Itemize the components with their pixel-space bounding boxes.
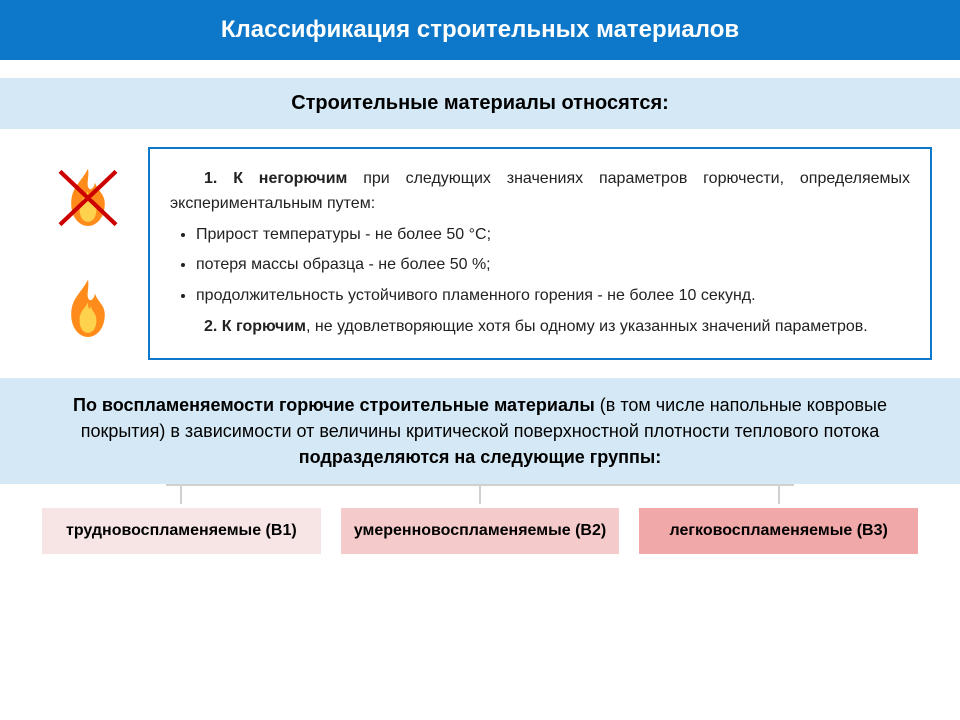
bullet-item: Прирост температуры - не более 50 °C; (196, 223, 910, 248)
sub-header-text: Строительные материалы относятся: (291, 92, 669, 114)
fire-crossed-icon (53, 163, 123, 233)
page-title-bar: Классификация строительных материалов (0, 0, 960, 60)
icon-column (28, 147, 148, 360)
section-band: По воспламеняемости горючие строительные… (0, 378, 960, 484)
group-label: трудновоспламеняемые (В1) (66, 522, 297, 539)
def-line-2: 2. К горючим, не удовлетворяющие хотя бы… (170, 315, 910, 340)
band-bold-1: По воспламеняемости горючие строительные… (73, 395, 595, 415)
group-b2: умеренновоспламеняемые (В2) (341, 508, 620, 554)
group-b1: трудновоспламеняемые (В1) (42, 508, 321, 554)
sub-header: Строительные материалы относятся: (0, 78, 960, 129)
def2-rest: , не удовлетворяющие хотя бы одному из у… (306, 318, 868, 335)
bullet-list: Прирост температуры - не более 50 °C; по… (196, 223, 910, 309)
groups-row: трудновоспламеняемые (В1) умеренновоспла… (32, 484, 928, 554)
group-b3: легковоспламеняемые (В3) (639, 508, 918, 554)
def2-prefix: 2. К горючим (204, 318, 306, 335)
group-label: легковоспламеняемые (В3) (670, 522, 888, 539)
content-row: 1. К негорючим при следующих значениях п… (28, 147, 932, 360)
def1-prefix: 1. К негорючим (204, 170, 347, 187)
bullet-item: потеря массы образца - не более 50 %; (196, 253, 910, 278)
fire-icon (53, 274, 123, 344)
page-title: Классификация строительных материалов (221, 16, 739, 43)
def-line-1: 1. К негорючим при следующих значениях п… (170, 167, 910, 217)
band-bold-2: подразделяются на следующие группы: (299, 447, 661, 467)
bullet-item: продолжительность устойчивого пламенного… (196, 284, 910, 309)
group-label: умеренновоспламеняемые (В2) (354, 522, 606, 539)
definition-box: 1. К негорючим при следующих значениях п… (148, 147, 932, 360)
